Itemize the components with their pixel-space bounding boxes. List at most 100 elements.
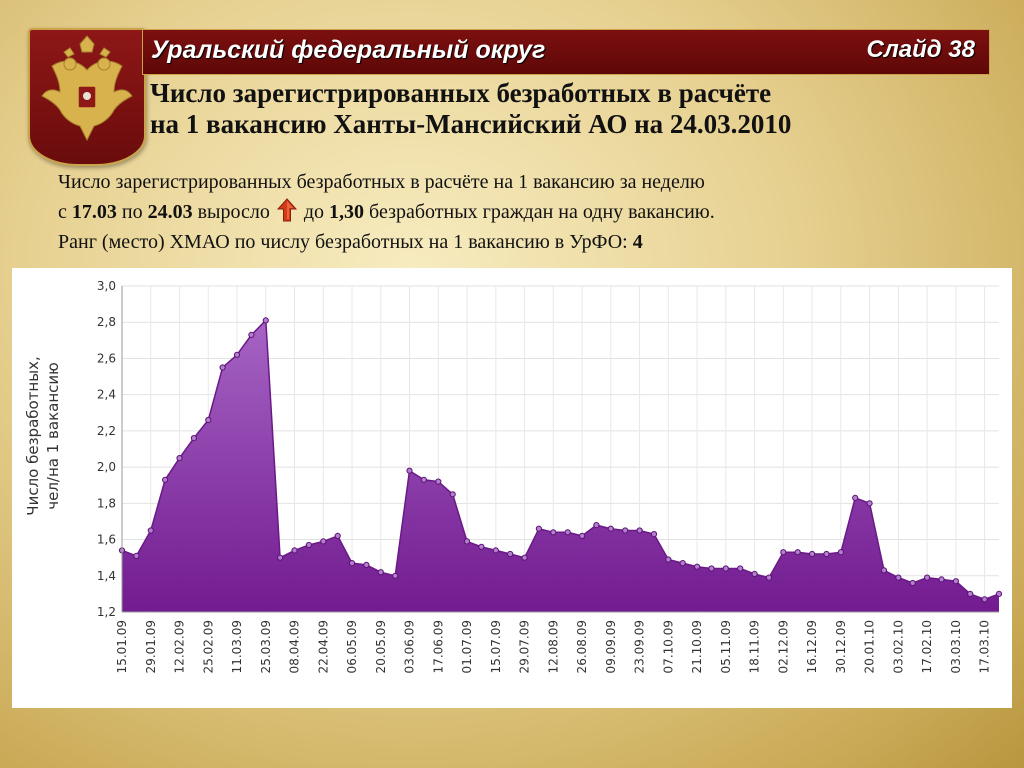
slide-number: Слайд 38: [866, 36, 975, 63]
data-point: [809, 550, 816, 558]
data-point: [334, 532, 341, 539]
data-point: [147, 527, 154, 534]
data-point: [176, 455, 183, 462]
x-tick-label: 29.01.09: [144, 620, 158, 673]
x-tick-label: 01.07.09: [460, 620, 474, 673]
data-point: [564, 529, 571, 536]
data-point: [981, 596, 988, 603]
x-tick-label: 11.03.09: [230, 620, 244, 673]
data-point: [751, 570, 758, 578]
x-tick-label: 12.08.09: [546, 620, 560, 673]
data-point: [277, 554, 284, 561]
region-banner: Уральский федеральный округ Слайд 38: [142, 29, 990, 75]
data-point: [593, 522, 600, 529]
data-point: [435, 478, 442, 485]
data-point: [794, 549, 801, 556]
data-point: [737, 565, 744, 572]
x-tick-label: 03.06.09: [403, 620, 417, 673]
x-tick-label: 15.07.09: [489, 620, 503, 673]
series-points: [118, 317, 1003, 603]
data-point: [348, 560, 356, 567]
data-point: [248, 331, 255, 339]
data-point: [377, 569, 384, 576]
x-tick-label: 23.09.09: [633, 620, 647, 673]
y-tick-label: 1,4: [97, 569, 116, 583]
data-point: [507, 550, 514, 558]
y-tick-label: 1,2: [97, 605, 116, 619]
data-point: [205, 416, 212, 424]
y-axis-label-line-2: чел/на 1 вакансию: [44, 362, 62, 510]
data-point: [909, 579, 916, 587]
x-tick-label: 08.04.09: [288, 620, 302, 673]
data-point: [291, 547, 298, 554]
page-title-line-2: на 1 вакансию Ханты-Мансийский АО на 24.…: [150, 109, 792, 139]
data-point: [162, 476, 169, 483]
data-point: [320, 538, 327, 545]
x-tick-label: 12.02.09: [173, 620, 187, 673]
text-fragment: с: [58, 201, 72, 223]
data-point: [478, 543, 485, 550]
data-point: [708, 565, 715, 572]
current-value: 1,30: [329, 201, 365, 223]
data-point: [780, 549, 787, 556]
series-line: [121, 318, 1000, 601]
data-point: [924, 574, 931, 581]
description-line-3: Ранг (место) ХМАО по числу безработных н…: [58, 227, 1008, 257]
x-tick-label: 17.03.10: [978, 620, 992, 673]
x-tick-label: 02.12.09: [776, 620, 790, 673]
x-tick-label: 22.04.09: [316, 620, 330, 673]
y-tick-label: 2,4: [97, 388, 116, 402]
data-point: [449, 491, 456, 498]
double-headed-eagle-icon: [41, 35, 133, 142]
x-tick-label: 20.05.09: [374, 620, 388, 673]
text-fragment: выросло: [192, 201, 275, 223]
data-point: [665, 556, 672, 563]
x-tick-label: 07.10.09: [661, 620, 675, 673]
y-tick-label: 2,2: [97, 424, 116, 438]
data-point: [852, 494, 859, 501]
data-point: [880, 567, 888, 574]
y-axis-label-line-1: Число безработных,: [24, 356, 42, 515]
page-title: Число зарегистрированных безработных в р…: [150, 78, 1010, 140]
rank-value: 4: [632, 231, 643, 253]
data-point: [420, 476, 427, 483]
data-point: [550, 529, 557, 536]
x-tick-label: 29.07.09: [518, 620, 532, 673]
data-point: [521, 554, 528, 561]
area-chart: 1,2 1,4 1,6 1,8 2,0 2,2 2,4 2,6 2,8 3,0 15.01.09 2…: [24, 279, 1003, 673]
data-point: [492, 547, 499, 554]
data-point: [694, 563, 701, 570]
description-line-1: Число зарегистрированных безработных в р…: [58, 171, 705, 193]
data-point: [636, 527, 643, 534]
data-point: [535, 525, 543, 532]
data-point: [823, 550, 830, 558]
x-tick-label: 05.11.09: [719, 620, 733, 673]
text-fragment: до: [298, 201, 330, 223]
x-tick-label: 25.02.09: [201, 620, 215, 673]
data-point: [392, 572, 399, 579]
x-tick-label: 17.02.10: [920, 620, 934, 673]
y-tick-label: 1,8: [97, 496, 116, 510]
data-point: [579, 532, 586, 539]
x-tick-label: 03.02.10: [891, 620, 905, 673]
x-tick-label: 16.12.09: [805, 620, 819, 673]
text-fragment: по: [116, 201, 148, 223]
x-tick-label: 03.03.10: [949, 620, 963, 673]
data-point: [866, 500, 873, 507]
data-point: [607, 525, 614, 532]
data-point: [679, 560, 686, 567]
coat-of-arms-emblem: [28, 28, 146, 166]
y-tick-label: 3,0: [97, 279, 116, 293]
x-tick-label: 26.08.09: [575, 620, 589, 673]
x-axis-ticks: 15.01.09 29.01.09 12.02.09 25.02.09 11.03.09…: [115, 620, 992, 673]
data-point: [722, 565, 729, 572]
data-point: [895, 574, 902, 581]
data-point: [133, 552, 140, 559]
data-point: [262, 317, 269, 324]
y-tick-label: 2,8: [97, 315, 116, 329]
data-point: [622, 527, 629, 534]
x-tick-label: 09.09.09: [604, 620, 618, 673]
y-tick-label: 2,6: [97, 351, 116, 365]
data-point: [995, 590, 1003, 597]
y-axis-ticks: 1,2 1,4 1,6 1,8 2,0 2,2 2,4 2,6 2,8 3,0: [97, 279, 116, 619]
